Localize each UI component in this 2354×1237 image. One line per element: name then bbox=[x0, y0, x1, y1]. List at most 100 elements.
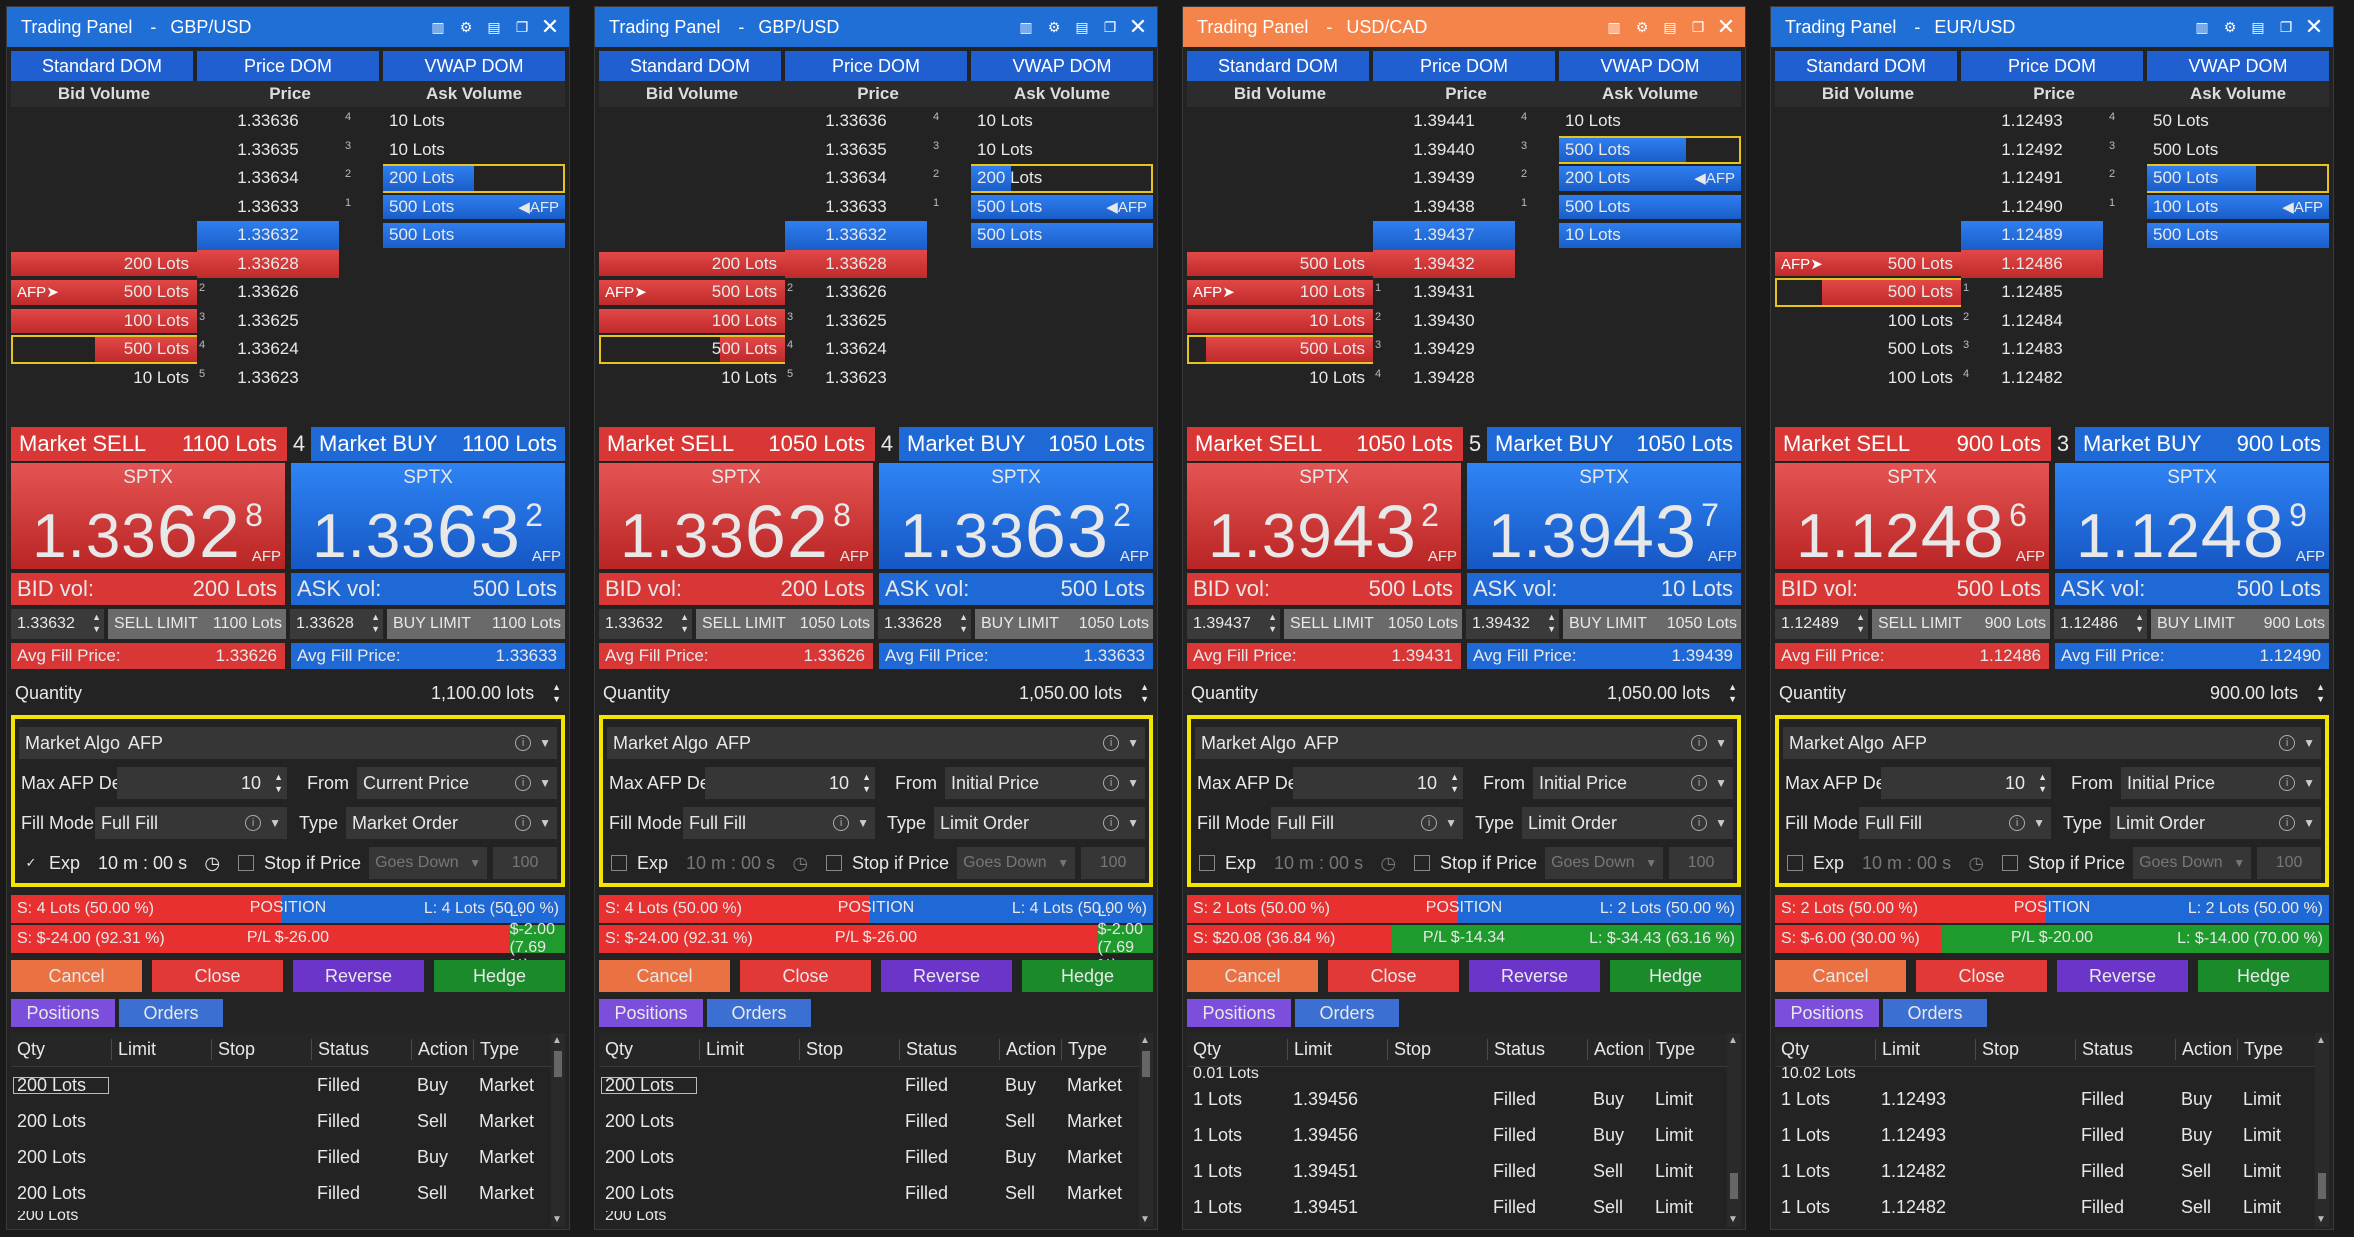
bid-row[interactable]: 10 Lots 5 1.33623 bbox=[599, 364, 1153, 393]
bid-price[interactable]: 1.12485 bbox=[2001, 282, 2063, 302]
ask-volume-cell[interactable]: 10 Lots bbox=[971, 107, 1153, 136]
ask-cell-empty[interactable] bbox=[971, 364, 1153, 393]
ask-row[interactable]: 1.39437 10 Lots bbox=[1187, 221, 1741, 250]
stepper-arrows-icon[interactable]: ▲ ▼ bbox=[371, 612, 380, 634]
table-row[interactable]: 200 Lots Filled Sell Market bbox=[599, 1175, 1153, 1211]
chart-icon[interactable]: ▥ bbox=[1607, 19, 1621, 35]
order-type-select[interactable]: Limit Order i ▼ bbox=[934, 807, 1145, 839]
quantity-row[interactable]: Quantity 1,050.00 lots ▲ ▼ bbox=[599, 677, 1153, 709]
quantity-row[interactable]: Quantity 1,050.00 lots ▲ ▼ bbox=[1187, 677, 1741, 709]
ask-cell-empty[interactable] bbox=[1559, 335, 1741, 364]
ask-cell-empty[interactable] bbox=[971, 250, 1153, 279]
hedge-button[interactable]: Hedge bbox=[1610, 960, 1741, 992]
ask-row[interactable]: 1.39441 4 10 Lots bbox=[1187, 107, 1741, 136]
reverse-button[interactable]: Reverse bbox=[1469, 960, 1600, 992]
table-row[interactable]: 1 Lots 1.12493 Filled Buy Limit bbox=[1775, 1117, 2329, 1153]
stop-direction-select[interactable]: Goes Down ▼ bbox=[369, 847, 488, 879]
column-header[interactable]: Stop bbox=[211, 1039, 311, 1060]
ask-price[interactable]: 1.39441 bbox=[1413, 111, 1475, 131]
info-icon[interactable]: i bbox=[1691, 775, 1708, 791]
bid-row[interactable]: 10 Lots 4 1.39428 bbox=[1187, 364, 1741, 393]
bid-volume-cell[interactable]: 500 Lots bbox=[1187, 335, 1373, 364]
sell-limit-price-input[interactable]: 1.12489 ▲ ▼ bbox=[1775, 609, 1868, 639]
tab-orders[interactable]: Orders bbox=[119, 999, 223, 1027]
from-select[interactable]: Current Price i ▼ bbox=[357, 767, 557, 799]
bid-price[interactable]: 1.12486 bbox=[1961, 249, 2103, 278]
bid-cell-empty[interactable] bbox=[599, 221, 785, 250]
buy-limit-button[interactable]: BUY LIMIT 1100 Lots bbox=[386, 609, 565, 639]
scroll-thumb[interactable] bbox=[2318, 1173, 2326, 1199]
table-row[interactable]: 200 Lots bbox=[599, 1211, 1153, 1225]
ask-row[interactable]: 1.39439 2 200 Lots ◀AFP bbox=[1187, 164, 1741, 193]
market-buy-button[interactable]: Market BUY 900 Lots bbox=[2075, 427, 2329, 461]
chart-icon[interactable]: ▥ bbox=[431, 19, 445, 35]
chart-icon[interactable]: ▥ bbox=[2195, 19, 2209, 35]
ask-price[interactable]: 1.39440 bbox=[1413, 139, 1475, 159]
scroll-down-icon[interactable]: ▼ bbox=[2316, 1214, 2326, 1225]
column-header[interactable]: Qty bbox=[1781, 1039, 1810, 1059]
ask-cell-empty[interactable] bbox=[383, 307, 565, 336]
from-select[interactable]: Initial Price i ▼ bbox=[2121, 767, 2321, 799]
ask-cell-empty[interactable] bbox=[1559, 278, 1741, 307]
exp-checkbox[interactable]: ✓ bbox=[23, 855, 39, 871]
market-sell-button[interactable]: Market SELL 1050 Lots bbox=[1187, 427, 1463, 461]
column-header[interactable]: Qty bbox=[17, 1039, 46, 1059]
info-icon[interactable]: i bbox=[1691, 735, 1708, 751]
ask-cell-empty[interactable] bbox=[383, 250, 565, 279]
stepper-arrows-icon[interactable]: ▲ ▼ bbox=[1856, 612, 1865, 634]
bid-volume-cell[interactable]: 10 Lots bbox=[1187, 364, 1373, 393]
table-row[interactable]: 1 Lots 1.12482 Filled Sell Limit bbox=[1775, 1153, 2329, 1189]
column-header[interactable]: Action bbox=[2175, 1039, 2237, 1060]
market-buy-button[interactable]: Market BUY 1100 Lots bbox=[311, 427, 565, 461]
info-icon[interactable]: i bbox=[1691, 815, 1708, 831]
column-header[interactable]: Type bbox=[1061, 1039, 1131, 1060]
ask-cell-empty[interactable] bbox=[2147, 278, 2329, 307]
ask-row[interactable]: 1.12491 2 500 Lots bbox=[1775, 164, 2329, 193]
bid-row[interactable]: 500 Lots 3 1.12483 bbox=[1775, 335, 2329, 364]
bid-volume-cell[interactable]: 100 Lots bbox=[1775, 307, 1961, 336]
stop-direction-select[interactable]: Goes Down ▼ bbox=[2133, 847, 2252, 879]
clock-icon[interactable]: ◷ bbox=[1380, 852, 1397, 873]
bid-row[interactable]: 10 Lots 2 1.39430 bbox=[1187, 307, 1741, 336]
bid-price[interactable]: 1.12483 bbox=[2001, 339, 2063, 359]
max-dev-input[interactable]: 10 ▲ ▼ bbox=[705, 767, 875, 799]
stop-if-price-checkbox[interactable] bbox=[1414, 855, 1431, 871]
table-row[interactable]: 10.02 Lots bbox=[1775, 1067, 2329, 1081]
info-icon[interactable]: i bbox=[2279, 735, 2296, 751]
stop-direction-select[interactable]: Goes Down ▼ bbox=[957, 847, 1076, 879]
hedge-button[interactable]: Hedge bbox=[434, 960, 565, 992]
table-scrollbar[interactable]: ▲ ▼ bbox=[2315, 1033, 2329, 1227]
market-buy-button[interactable]: Market BUY 1050 Lots bbox=[1487, 427, 1741, 461]
tab-positions[interactable]: Positions bbox=[599, 999, 703, 1027]
stepper-arrows-icon[interactable]: ▲ ▼ bbox=[274, 772, 283, 794]
tab-dom-0[interactable]: Standard DOM bbox=[1187, 51, 1369, 81]
cancel-button[interactable]: Cancel bbox=[1775, 960, 1906, 992]
ask-cell-empty[interactable] bbox=[2147, 364, 2329, 393]
table-row[interactable]: 1 Lots 1.39456 Filled Buy Limit bbox=[1187, 1117, 1741, 1153]
bid-price[interactable]: 1.33624 bbox=[825, 339, 887, 359]
reverse-button[interactable]: Reverse bbox=[2057, 960, 2188, 992]
stepper-arrows-icon[interactable]: ▲ ▼ bbox=[1728, 682, 1737, 704]
bid-row[interactable]: 500 Lots 4 1.33624 bbox=[599, 335, 1153, 364]
bid-price[interactable]: 1.39428 bbox=[1413, 367, 1475, 387]
ask-row[interactable]: 1.33636 4 10 Lots bbox=[11, 107, 565, 136]
bid-volume-cell[interactable]: 200 Lots bbox=[599, 250, 785, 279]
stop-value-input[interactable]: 100 bbox=[493, 847, 557, 879]
dropdown-arrow-icon[interactable]: ▼ bbox=[2233, 856, 2246, 870]
bid-row[interactable]: 500 Lots 3 1.39429 bbox=[1187, 335, 1741, 364]
bid-price[interactable]: 1.39430 bbox=[1413, 310, 1475, 330]
from-select[interactable]: Initial Price i ▼ bbox=[1533, 767, 1733, 799]
bid-price[interactable]: 1.33623 bbox=[237, 367, 299, 387]
order-type-select[interactable]: Market Order i ▼ bbox=[346, 807, 557, 839]
buy-price-tile[interactable]: SPTX 1.3363 2 AFP bbox=[291, 463, 565, 573]
sell-limit-button[interactable]: SELL LIMIT 900 Lots bbox=[1871, 609, 2050, 639]
ask-volume-cell[interactable]: 500 Lots bbox=[383, 221, 565, 250]
close-button[interactable]: Close bbox=[1328, 960, 1459, 992]
bid-row[interactable]: AFP➤ 100 Lots 1 1.39431 bbox=[1187, 278, 1741, 307]
dropdown-arrow-icon[interactable]: ▼ bbox=[1127, 776, 1139, 790]
info-icon[interactable]: i bbox=[2279, 775, 2296, 791]
tab-dom-2[interactable]: VWAP DOM bbox=[2147, 51, 2329, 81]
quantity-input[interactable]: 1,050.00 lots bbox=[1607, 682, 1711, 703]
buy-limit-price-input[interactable]: 1.12486 ▲ ▼ bbox=[2054, 609, 2147, 639]
bid-row[interactable]: 200 Lots 1.33628 bbox=[11, 249, 565, 279]
